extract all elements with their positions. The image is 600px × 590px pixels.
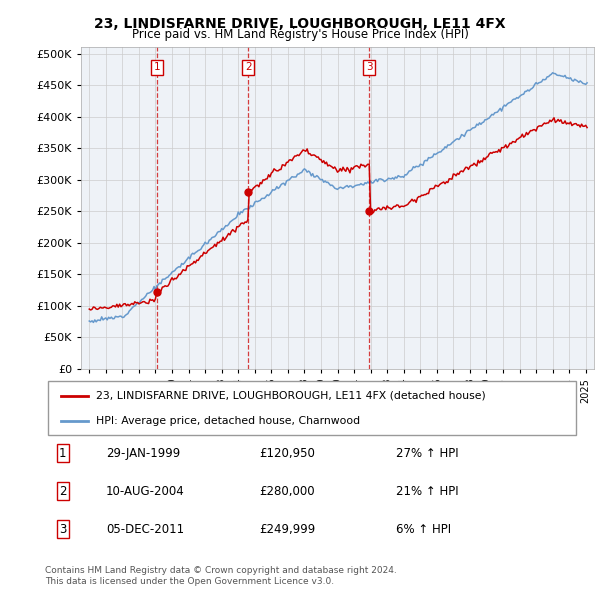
Text: 1: 1 — [154, 63, 160, 73]
Text: Contains HM Land Registry data © Crown copyright and database right 2024.: Contains HM Land Registry data © Crown c… — [45, 566, 397, 575]
Text: 05-DEC-2011: 05-DEC-2011 — [106, 523, 184, 536]
Text: 23, LINDISFARNE DRIVE, LOUGHBOROUGH, LE11 4FX: 23, LINDISFARNE DRIVE, LOUGHBOROUGH, LE1… — [94, 17, 506, 31]
Text: Price paid vs. HM Land Registry's House Price Index (HPI): Price paid vs. HM Land Registry's House … — [131, 28, 469, 41]
Text: 21% ↑ HPI: 21% ↑ HPI — [397, 485, 459, 498]
Text: 2: 2 — [59, 485, 67, 498]
Text: £249,999: £249,999 — [259, 523, 316, 536]
Text: 23, LINDISFARNE DRIVE, LOUGHBOROUGH, LE11 4FX (detached house): 23, LINDISFARNE DRIVE, LOUGHBOROUGH, LE1… — [95, 391, 485, 401]
Text: 3: 3 — [59, 523, 67, 536]
Text: HPI: Average price, detached house, Charnwood: HPI: Average price, detached house, Char… — [95, 416, 359, 426]
Text: £120,950: £120,950 — [259, 447, 315, 460]
Text: 6% ↑ HPI: 6% ↑ HPI — [397, 523, 452, 536]
Text: This data is licensed under the Open Government Licence v3.0.: This data is licensed under the Open Gov… — [45, 577, 334, 586]
Text: 2: 2 — [245, 63, 251, 73]
Text: 3: 3 — [366, 63, 373, 73]
Text: 10-AUG-2004: 10-AUG-2004 — [106, 485, 185, 498]
Text: 27% ↑ HPI: 27% ↑ HPI — [397, 447, 459, 460]
FancyBboxPatch shape — [48, 381, 576, 435]
Text: £280,000: £280,000 — [259, 485, 315, 498]
Text: 1: 1 — [59, 447, 67, 460]
Text: 29-JAN-1999: 29-JAN-1999 — [106, 447, 181, 460]
